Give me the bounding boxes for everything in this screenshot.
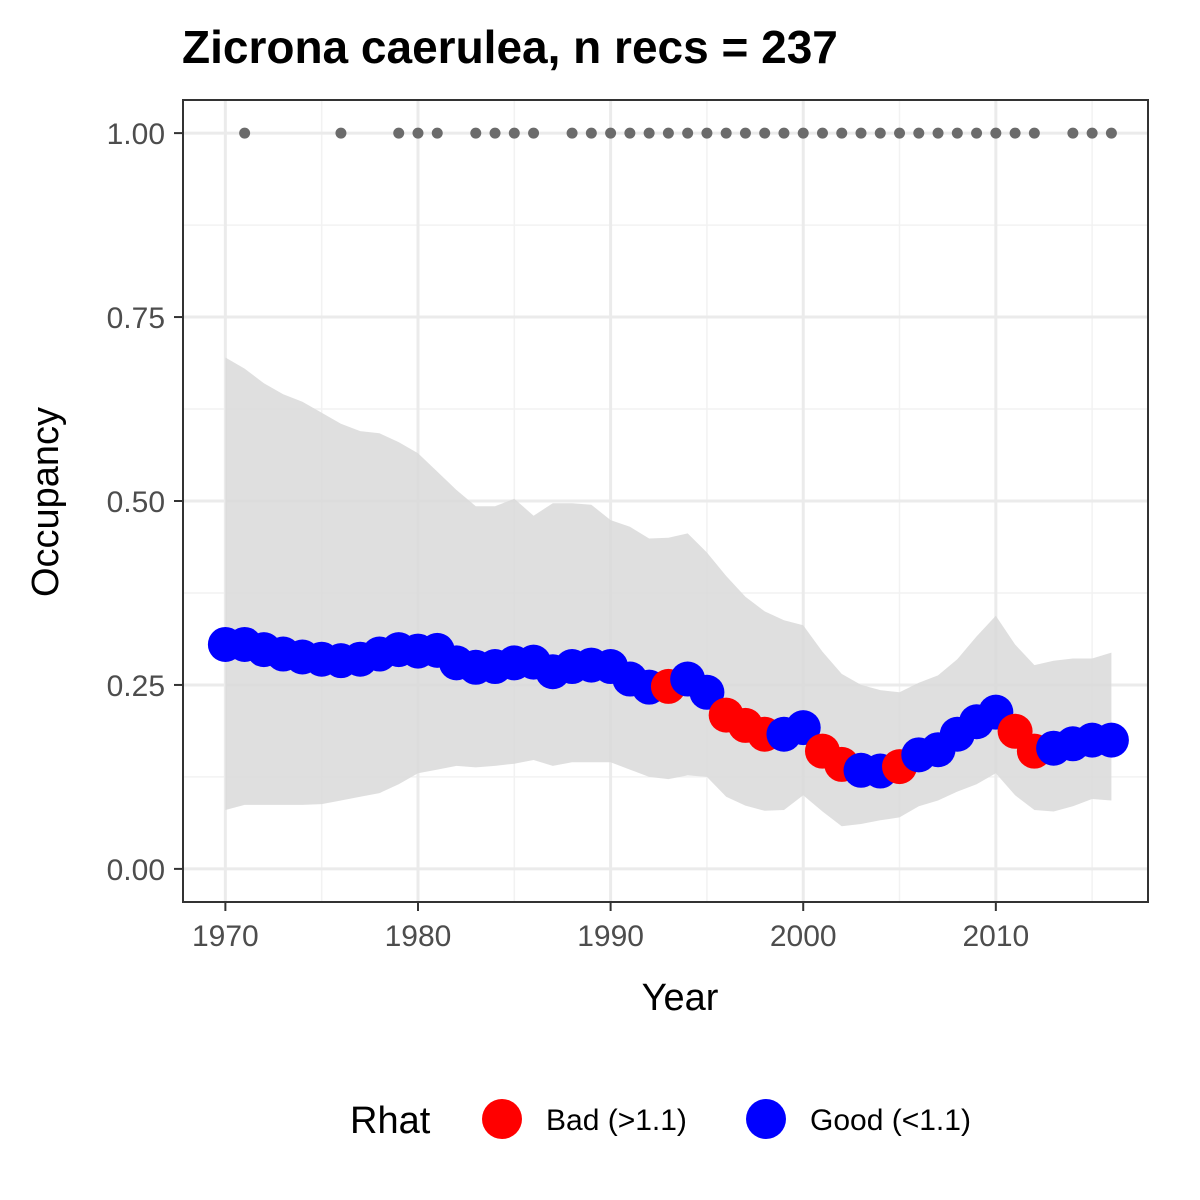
legend: Rhat Bad (>1.1) Good (<1.1) [350,1099,971,1142]
confidence-ribbon-layer [225,357,1112,827]
x-axis-title: Year [642,977,719,1019]
record-point [1028,127,1040,139]
record-point [412,127,424,139]
record-point [739,127,751,139]
record-point [836,127,848,139]
record-point [932,127,944,139]
x-tick-label: 1990 [577,920,644,953]
x-tick-label: 2010 [962,920,1029,953]
record-point [701,127,713,139]
record-point [393,127,405,139]
record-point [470,127,482,139]
y-tick-label: 0.75 [107,302,165,335]
axes-layer: 1970 1980 1990 2000 2010 0.00 0.25 0.50 0.75 1.00 [107,118,1030,953]
occupancy-point-good [1093,722,1129,758]
record-point [855,127,867,139]
record-point [1067,127,1079,139]
record-point [489,127,501,139]
occupancy-point-good [785,710,821,746]
record-point [508,127,520,139]
legend-key-bad [482,1099,522,1139]
occupancy-points-layer [207,626,1129,789]
record-point [585,127,597,139]
legend-title: Rhat [350,1100,431,1142]
legend-key-good [746,1099,786,1139]
record-point [624,127,636,139]
x-tick-label: 2000 [770,920,837,953]
record-points-layer [239,127,1117,139]
record-point [894,127,906,139]
y-tick-label: 0.00 [107,854,165,887]
record-point [778,127,790,139]
record-point [797,127,809,139]
record-point [682,127,694,139]
record-point [605,127,617,139]
record-point [720,127,732,139]
y-tick-label: 1.00 [107,118,165,151]
record-point [971,127,983,139]
record-point [913,127,925,139]
x-tick-label: 1980 [385,920,452,953]
chart-title: Zicrona caerulea, n recs = 237 [182,21,838,73]
record-point [335,127,347,139]
record-point [951,127,963,139]
record-point [1009,127,1021,139]
x-tick-label: 1970 [192,920,259,953]
record-point [662,127,674,139]
record-point [759,127,771,139]
legend-label-bad: Bad (>1.1) [546,1104,687,1137]
y-tick-label: 0.25 [107,670,165,703]
y-tick-label: 0.50 [107,486,165,519]
legend-label-good: Good (<1.1) [810,1104,971,1137]
record-point [874,127,886,139]
record-point [1105,127,1117,139]
record-point [528,127,540,139]
occupancy-point-good [689,674,725,710]
y-axis-title: Occupancy [25,407,67,597]
record-point [990,127,1002,139]
confidence-ribbon [225,357,1112,827]
record-point [1086,127,1098,139]
record-point [566,127,578,139]
record-point [816,127,828,139]
record-point [239,127,251,139]
record-point [643,127,655,139]
record-point [431,127,443,139]
